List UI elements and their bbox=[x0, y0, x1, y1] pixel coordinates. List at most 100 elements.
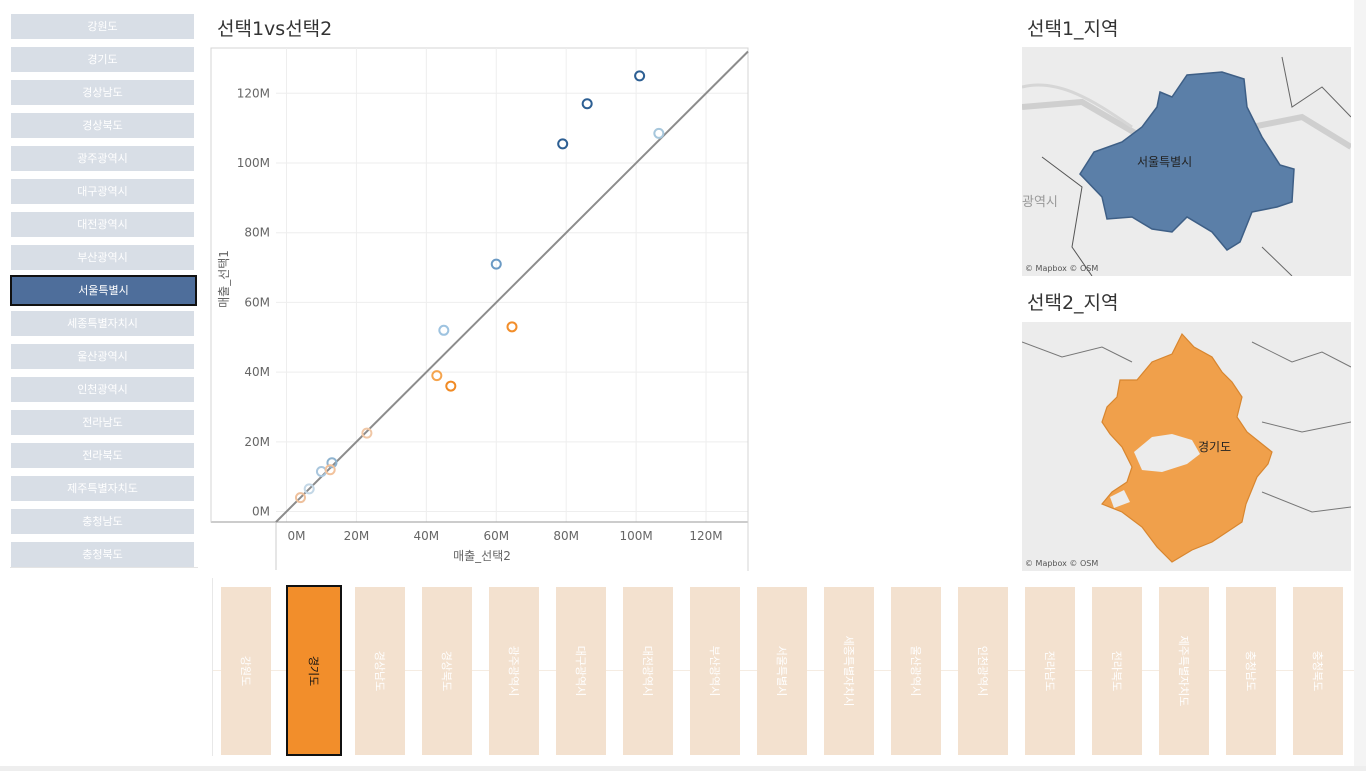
scatter-point[interactable] bbox=[490, 258, 502, 270]
scatter-point[interactable] bbox=[294, 492, 306, 504]
y-axis-label: 매출_선택1 bbox=[217, 250, 231, 308]
bottom-edge-strip bbox=[0, 766, 1366, 771]
left-filter-item[interactable]: 제주특별자치도 bbox=[11, 476, 194, 501]
map1-seoul[interactable]: 광역시 서울특별시 © Mapbox © OSM bbox=[1022, 47, 1351, 276]
scatter-point[interactable] bbox=[431, 370, 443, 382]
left-filter-item[interactable]: 인천광역시 bbox=[11, 377, 194, 402]
incheon-hole bbox=[1110, 490, 1130, 508]
x-tick-label: 60M bbox=[483, 529, 509, 543]
bottom-filter-label: 부산광역시 bbox=[708, 645, 721, 697]
map1-svg bbox=[1022, 47, 1351, 276]
x-tick-label: 100M bbox=[619, 529, 652, 543]
bottom-filter-label: 세종특별자치시 bbox=[842, 635, 855, 707]
bottom-filter-label: 충청남도 bbox=[1244, 650, 1257, 692]
y-tick-label: 40M bbox=[244, 365, 270, 379]
map1-region-label: 서울특별시 bbox=[1137, 155, 1193, 169]
bottom-filter-item[interactable]: 부산광역시 bbox=[690, 587, 740, 755]
left-filter-item[interactable]: 충청북도 bbox=[11, 542, 194, 567]
y-tick-label: 120M bbox=[237, 86, 270, 100]
left-filter-item[interactable]: 울산광역시 bbox=[11, 344, 194, 369]
map2-gyeonggi[interactable]: 경기도 © Mapbox © OSM bbox=[1022, 322, 1351, 571]
plot-frame bbox=[210, 47, 749, 523]
map2-title: 선택2_지역 bbox=[1027, 292, 1119, 314]
bottom-filter-label: 경상남도 bbox=[373, 650, 386, 692]
bottom-filter-label: 대구광역시 bbox=[574, 645, 587, 697]
bottom-panel-divider bbox=[212, 578, 213, 756]
bottom-filter-item[interactable]: 전라북도 bbox=[1092, 587, 1142, 755]
bottom-filter-label: 인천광역시 bbox=[976, 645, 989, 697]
bottom-filter-label: 경기도 bbox=[307, 655, 320, 686]
bottom-filter-item[interactable]: 강원도 bbox=[221, 587, 271, 755]
bottom-filter-label: 경상북도 bbox=[440, 650, 453, 692]
bottom-filter-item[interactable]: 충청북도 bbox=[1293, 587, 1343, 755]
bottom-filter-item[interactable]: 서울특별시 bbox=[757, 587, 807, 755]
map2-svg bbox=[1022, 322, 1351, 571]
x-tick-label: 120M bbox=[689, 529, 722, 543]
left-filter-item[interactable]: 대구광역시 bbox=[11, 179, 194, 204]
bottom-filter-item[interactable]: 전라남도 bbox=[1025, 587, 1075, 755]
bottom-filter-label: 충청북도 bbox=[1311, 650, 1324, 692]
map2-credit: © Mapbox © OSM bbox=[1025, 559, 1099, 568]
scatter-point[interactable] bbox=[634, 70, 646, 82]
bottom-filter-item[interactable]: 광주광역시 bbox=[489, 587, 539, 755]
left-filter-item[interactable]: 강원도 bbox=[11, 14, 194, 39]
bottom-filter-label: 대전광역시 bbox=[641, 645, 654, 697]
y-tick-label: 80M bbox=[244, 226, 270, 240]
left-filter-item[interactable]: 충청남도 bbox=[11, 509, 194, 534]
bottom-filter-item[interactable]: 제주특별자치도 bbox=[1159, 587, 1209, 755]
y-tick-label: 20M bbox=[244, 435, 270, 449]
scatter-point[interactable] bbox=[557, 138, 569, 150]
x-tick-label: 40M bbox=[414, 529, 440, 543]
map1-credit: © Mapbox © OSM bbox=[1025, 264, 1099, 273]
scatter-point[interactable] bbox=[581, 98, 593, 110]
bottom-filter-item[interactable]: 경상남도 bbox=[355, 587, 405, 755]
left-filter-item[interactable]: 전라북도 bbox=[11, 443, 194, 468]
bottom-filter-label: 서울특별시 bbox=[775, 645, 788, 697]
map1-edge-label: 광역시 bbox=[1022, 195, 1058, 210]
bottom-filter-label: 광주광역시 bbox=[507, 645, 520, 697]
left-filter-item[interactable]: 대전광역시 bbox=[11, 212, 194, 237]
y-tick-label: 0M bbox=[252, 505, 270, 519]
scatter-point[interactable] bbox=[303, 483, 315, 495]
scatter-point[interactable] bbox=[438, 324, 450, 336]
seoul-polygon[interactable] bbox=[1079, 71, 1295, 251]
right-edge-strip bbox=[1354, 0, 1366, 766]
left-filter-item[interactable]: 전라남도 bbox=[11, 410, 194, 435]
bottom-filter-item[interactable]: 충청남도 bbox=[1226, 587, 1276, 755]
map2-region-label: 경기도 bbox=[1198, 440, 1232, 454]
x-axis-label: 매출_선택2 bbox=[453, 549, 511, 563]
scatter-title: 선택1vs선택2 bbox=[217, 18, 333, 40]
scatter-point[interactable] bbox=[445, 380, 457, 392]
scatter-point[interactable] bbox=[324, 464, 336, 476]
left-filter-item[interactable]: 경상북도 bbox=[11, 113, 194, 138]
y-tick-label: 100M bbox=[237, 156, 270, 170]
bottom-filter-item[interactable]: 경기도 bbox=[286, 585, 342, 756]
y-tick-label: 60M bbox=[244, 295, 270, 309]
bottom-filter-item[interactable]: 울산광역시 bbox=[891, 587, 941, 755]
x-tick-label: 0M bbox=[287, 529, 305, 543]
scatter-point[interactable] bbox=[361, 427, 373, 439]
left-filter-item[interactable]: 광주광역시 bbox=[11, 146, 194, 171]
left-filter-item[interactable]: 서울특별시 bbox=[10, 275, 197, 306]
map1-title: 선택1_지역 bbox=[1027, 18, 1119, 40]
left-panel-divider bbox=[10, 567, 198, 568]
scatter-point[interactable] bbox=[653, 127, 665, 139]
x-tick-label: 20M bbox=[344, 529, 370, 543]
bottom-filter-item[interactable]: 인천광역시 bbox=[958, 587, 1008, 755]
left-filter-item[interactable]: 부산광역시 bbox=[11, 245, 194, 270]
scatter-point[interactable] bbox=[326, 457, 338, 469]
left-filter-item[interactable]: 경기도 bbox=[11, 47, 194, 72]
bottom-filter-label: 강원도 bbox=[239, 655, 252, 687]
bottom-filter-item[interactable]: 세종특별자치시 bbox=[824, 587, 874, 755]
scatter-chart[interactable]: 0M 20M 40M 60M 80M 100M 120M 0M 20M 40M 60M 80M 100M… bbox=[210, 46, 752, 571]
bottom-filter-label: 전라북도 bbox=[1110, 650, 1123, 692]
bottom-filter-label: 울산광역시 bbox=[909, 645, 922, 697]
left-filter-item[interactable]: 세종특별자치시 bbox=[11, 311, 194, 336]
bottom-filter-item[interactable]: 경상북도 bbox=[422, 587, 472, 755]
bottom-filter-item[interactable]: 대구광역시 bbox=[556, 587, 606, 755]
bottom-filter-label: 전라남도 bbox=[1043, 650, 1056, 692]
scatter-point[interactable] bbox=[506, 321, 518, 333]
bottom-filter-item[interactable]: 대전광역시 bbox=[623, 587, 673, 755]
x-tick-label: 80M bbox=[553, 529, 579, 543]
left-filter-item[interactable]: 경상남도 bbox=[11, 80, 194, 105]
